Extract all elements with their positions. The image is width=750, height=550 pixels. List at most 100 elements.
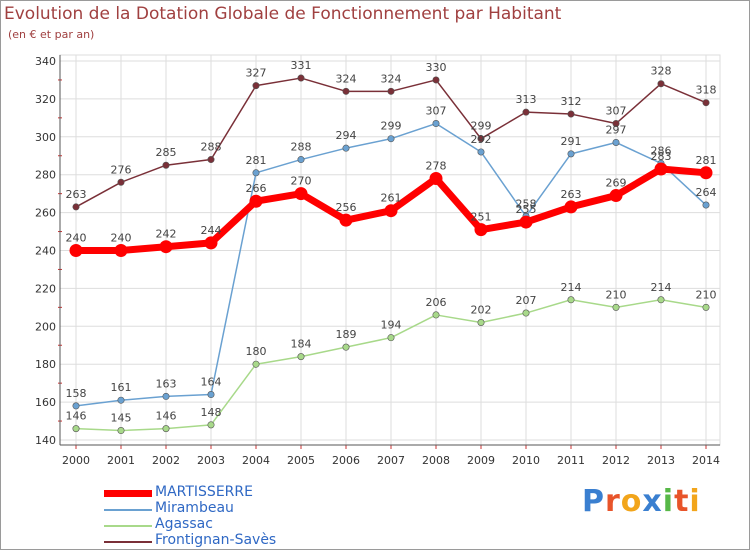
data-label: 324 — [381, 72, 402, 85]
x-tick-label: 2014 — [692, 454, 720, 467]
legend-label: Mirambeau — [155, 500, 234, 516]
data-point — [612, 138, 620, 146]
data-point — [342, 144, 350, 152]
x-tick-label: 2007 — [377, 454, 405, 467]
y-tick-label: 140 — [35, 434, 56, 447]
data-point — [432, 311, 440, 319]
data-point — [564, 200, 578, 214]
data-point — [657, 80, 665, 88]
data-point — [117, 427, 125, 435]
x-tick-label: 2011 — [557, 454, 585, 467]
legend-swatch — [104, 541, 152, 543]
data-point — [252, 169, 260, 177]
x-tick-label: 2013 — [647, 454, 675, 467]
data-label: 288 — [291, 141, 312, 154]
data-label: 242 — [156, 228, 177, 241]
logo-letter: r — [605, 484, 621, 519]
data-point — [567, 296, 575, 304]
x-tick-label: 2006 — [332, 454, 360, 467]
y-tick-label: 300 — [35, 131, 56, 144]
data-label: 285 — [156, 146, 177, 159]
data-point — [567, 150, 575, 158]
data-point — [387, 135, 395, 143]
line-chart: 140 160 180 200 220 240 260 280 300 320 340 2000 200… — [35, 54, 721, 467]
x-tick-label: 2000 — [62, 454, 90, 467]
data-point — [612, 120, 620, 128]
logo-letter: t — [674, 484, 690, 519]
y-tick-label: 260 — [35, 207, 56, 220]
data-point — [342, 87, 350, 95]
data-label: 148 — [201, 406, 222, 419]
data-point — [294, 187, 308, 201]
data-point — [252, 82, 260, 90]
data-point — [609, 189, 623, 203]
x-tick-label: 2001 — [107, 454, 135, 467]
data-label: 281 — [696, 154, 717, 167]
data-point — [429, 171, 443, 185]
data-label: 269 — [606, 177, 627, 190]
x-tick-label: 2004 — [242, 454, 270, 467]
data-label: 210 — [696, 288, 717, 301]
data-label: 194 — [381, 319, 402, 332]
chart-title: Evolution de la Dotation Globale de Fonc… — [4, 4, 562, 24]
data-point — [657, 296, 665, 304]
logo-letter: i — [662, 484, 675, 519]
data-label: 256 — [336, 201, 357, 214]
y-tick-label: 160 — [35, 396, 56, 409]
data-point — [249, 194, 263, 208]
data-point — [432, 120, 440, 128]
data-point — [477, 148, 485, 156]
data-point — [297, 156, 305, 164]
data-label: 180 — [246, 345, 267, 358]
data-point — [342, 343, 350, 351]
data-point — [117, 396, 125, 404]
data-label: 328 — [651, 65, 672, 78]
data-point — [522, 309, 530, 317]
data-point — [477, 135, 485, 143]
data-label: 294 — [336, 129, 357, 142]
data-point — [297, 353, 305, 361]
data-label: 210 — [606, 288, 627, 301]
data-label: 240 — [111, 232, 132, 245]
data-point — [117, 178, 125, 186]
data-point — [252, 360, 260, 368]
data-point — [72, 402, 80, 410]
data-label: 307 — [426, 105, 447, 118]
data-point — [702, 99, 710, 107]
data-label: 318 — [696, 84, 717, 97]
data-label: 291 — [561, 135, 582, 148]
data-point — [387, 334, 395, 342]
data-label: 202 — [471, 304, 492, 317]
data-point — [612, 303, 620, 311]
legend-label: Agassac — [155, 516, 213, 532]
data-label: 189 — [336, 328, 357, 341]
data-point — [567, 110, 575, 118]
data-point — [159, 240, 173, 254]
legend-label: MARTISSERRE — [155, 484, 253, 500]
data-label: 331 — [291, 59, 312, 72]
data-label: 264 — [696, 186, 717, 199]
y-tick-label: 280 — [35, 169, 56, 182]
data-label: 145 — [111, 412, 132, 425]
data-point — [207, 421, 215, 429]
legend-swatch — [104, 490, 152, 497]
data-point — [477, 319, 485, 327]
data-label: 327 — [246, 67, 267, 80]
y-tick-label: 220 — [35, 282, 56, 295]
logo-letter: i — [689, 484, 701, 519]
data-label: 288 — [201, 141, 222, 154]
data-point — [699, 166, 713, 180]
data-label: 146 — [156, 410, 177, 423]
data-label: 313 — [516, 93, 537, 106]
data-label: 163 — [156, 377, 177, 390]
data-label: 299 — [471, 120, 492, 133]
data-label: 244 — [201, 224, 222, 237]
data-point — [519, 215, 533, 229]
data-label: 292 — [471, 133, 492, 146]
data-point — [162, 392, 170, 400]
x-tick-label: 2012 — [602, 454, 630, 467]
data-label: 214 — [651, 281, 672, 294]
data-point — [387, 87, 395, 95]
x-tick-label: 2003 — [197, 454, 225, 467]
data-label: 263 — [66, 188, 87, 201]
